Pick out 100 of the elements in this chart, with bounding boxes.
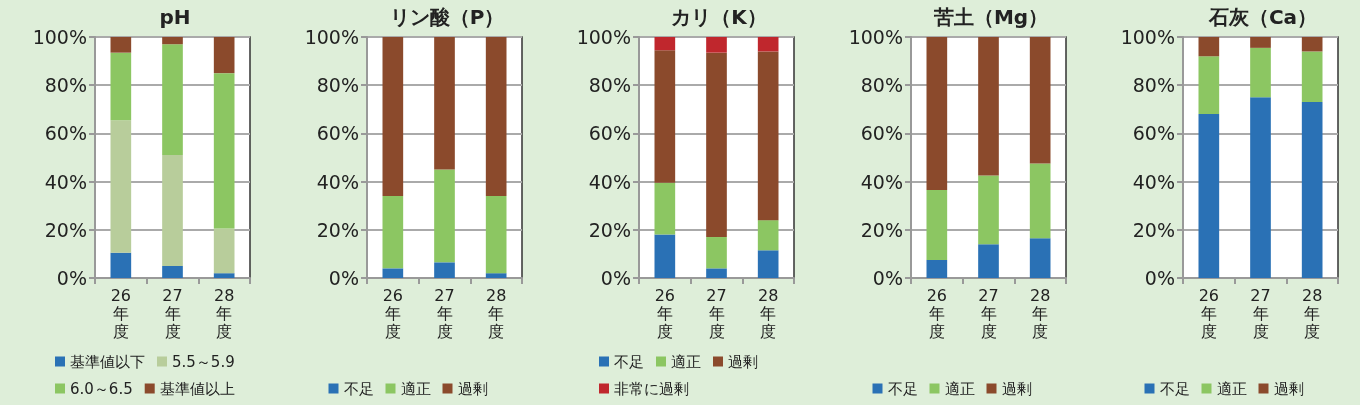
bar <box>706 237 727 269</box>
bar <box>110 120 132 253</box>
chart-title: 苦土（Mg） <box>932 5 1049 29</box>
x-tick-label: 27年度 <box>162 285 183 341</box>
y-tick-label: 20% <box>1132 218 1175 241</box>
bar <box>213 73 235 229</box>
bar <box>1198 37 1220 57</box>
legend-label: 適正 <box>400 379 431 398</box>
x-tick-label: 27年度 <box>978 285 999 341</box>
x-tick-label: 28年度 <box>1029 285 1051 341</box>
bar <box>978 37 999 176</box>
x-tick-label: 27年度 <box>706 285 727 341</box>
y-tick-label: 100% <box>304 26 359 48</box>
x-tick-label: 26年度 <box>926 285 948 341</box>
bar <box>654 182 676 235</box>
legend-label: 不足 <box>343 379 374 398</box>
y-tick-label: 80% <box>860 74 903 97</box>
bar <box>162 155 183 266</box>
y-tick-label: 0% <box>600 267 631 289</box>
legend-label: 適正 <box>1216 379 1247 398</box>
bar <box>654 234 676 278</box>
legend-label: 5.5～5.9 <box>172 352 235 371</box>
bar <box>1250 47 1271 98</box>
bar <box>485 273 507 278</box>
legend-label: 適正 <box>944 379 975 398</box>
y-tick-label: 20% <box>316 218 359 241</box>
bar <box>654 37 676 51</box>
y-tick-label: 100% <box>848 26 903 48</box>
y-tick-label: 40% <box>860 170 903 193</box>
legend-label: 不足 <box>887 379 918 398</box>
bar <box>382 268 404 278</box>
y-tick-label: 100% <box>32 26 87 48</box>
y-tick-label: 40% <box>588 170 631 193</box>
chart-title: pH <box>159 5 191 29</box>
y-tick-label: 0% <box>328 267 359 289</box>
bar <box>213 37 235 74</box>
legend-label: 不足 <box>1159 379 1190 398</box>
bar <box>926 37 948 191</box>
bar <box>978 175 999 245</box>
chart-title: リン酸（P） <box>389 5 505 29</box>
bar <box>1029 37 1051 164</box>
y-tick-label: 60% <box>1132 122 1175 145</box>
bar <box>926 259 948 278</box>
bar <box>382 196 404 269</box>
bar <box>757 250 779 278</box>
y-tick-label: 20% <box>44 218 87 241</box>
y-tick-label: 60% <box>588 122 631 145</box>
bar <box>162 44 183 156</box>
y-tick-label: 80% <box>1132 74 1175 97</box>
bar <box>162 265 183 278</box>
bar <box>757 51 779 221</box>
legend-label: 過剰 <box>728 352 758 371</box>
legend-label: 過剰 <box>457 379 488 398</box>
x-tick-label: 28年度 <box>1301 285 1323 341</box>
x-tick-label: 27年度 <box>1250 285 1271 341</box>
y-tick-label: 0% <box>1144 267 1175 289</box>
x-tick-label: 28年度 <box>757 285 779 341</box>
y-tick-label: 20% <box>588 218 631 241</box>
bar <box>706 52 727 238</box>
bar <box>1198 56 1220 115</box>
bar <box>654 50 676 183</box>
bar <box>110 52 132 121</box>
bar <box>706 37 727 53</box>
chart-title: カリ（K） <box>671 5 767 29</box>
bar <box>434 37 455 170</box>
y-tick-label: 0% <box>56 267 87 289</box>
y-tick-label: 0% <box>872 267 903 289</box>
legend-label: 基準値以上 <box>159 379 235 398</box>
y-tick-label: 60% <box>316 122 359 145</box>
y-tick-label: 40% <box>316 170 359 193</box>
bar <box>1029 238 1051 278</box>
x-tick-label: 26年度 <box>654 285 676 341</box>
bar <box>1029 163 1051 239</box>
x-tick-label: 28年度 <box>485 285 507 341</box>
y-tick-label: 40% <box>44 170 87 193</box>
y-tick-label: 60% <box>44 122 87 145</box>
y-tick-label: 40% <box>1132 170 1175 193</box>
bar <box>706 268 727 278</box>
bar <box>213 273 235 278</box>
bar <box>1250 37 1271 48</box>
legend-label: 過剰 <box>1001 379 1032 398</box>
bar <box>757 220 779 251</box>
legend-label: 基準値以下 <box>70 352 145 371</box>
legend-label: 6.0～6.5 <box>70 379 133 398</box>
chart-title: 石灰（Ca） <box>1207 5 1318 29</box>
x-tick-label: 26年度 <box>382 285 404 341</box>
legend-label: 非常に過剰 <box>614 379 689 398</box>
bar <box>162 37 183 45</box>
y-tick-label: 60% <box>860 122 903 145</box>
bar <box>110 37 132 53</box>
x-tick-label: 26年度 <box>1198 285 1220 341</box>
y-tick-label: 80% <box>316 74 359 97</box>
bar <box>1301 51 1323 103</box>
bar <box>757 37 779 52</box>
legend-label: 適正 <box>671 352 701 371</box>
x-tick-label: 26年度 <box>110 285 132 341</box>
y-tick-label: 100% <box>576 26 631 48</box>
bar <box>485 37 507 197</box>
y-tick-label: 80% <box>44 74 87 97</box>
legend-label: 不足 <box>614 352 644 371</box>
